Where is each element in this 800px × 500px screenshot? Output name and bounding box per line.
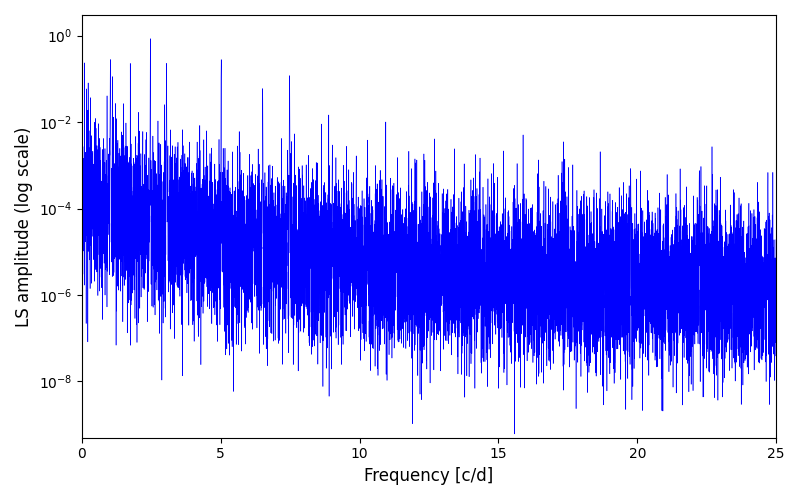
X-axis label: Frequency [c/d]: Frequency [c/d]	[364, 467, 494, 485]
Y-axis label: LS amplitude (log scale): LS amplitude (log scale)	[15, 126, 33, 326]
